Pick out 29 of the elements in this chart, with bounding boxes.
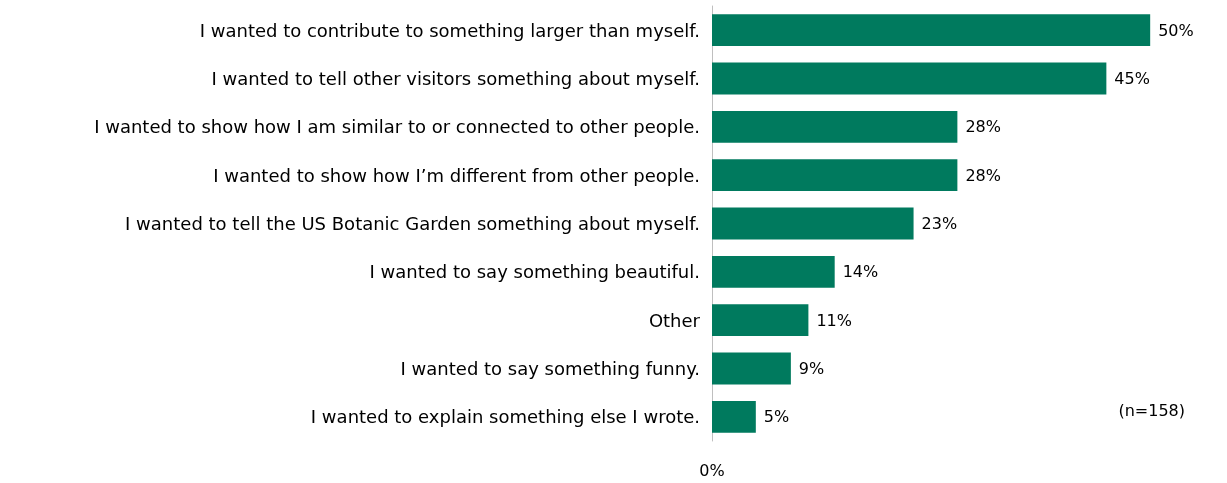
- data-label: 14%: [842, 262, 879, 282]
- y-tick-label: I wanted to tell the US Botanic Garden something about myself.: [125, 213, 700, 234]
- data-label: 50%: [1158, 20, 1194, 40]
- bar: [712, 352, 791, 385]
- y-tick-label: Other: [648, 309, 701, 331]
- bar: [712, 207, 914, 240]
- bar: [712, 400, 756, 433]
- text: 0%: [699, 460, 725, 480]
- bar: [712, 110, 958, 143]
- y-tick-label: I wanted to show how I’m different from other people.: [213, 164, 700, 186]
- y-tick-label: I wanted to explain something else I wrote.: [310, 406, 700, 428]
- bar: [712, 62, 1107, 95]
- y-tick-label: I wanted to tell other visitors something about myself.: [211, 68, 700, 89]
- y-tick-label: I wanted to say something funny.: [400, 358, 700, 379]
- data-label: 9%: [798, 359, 825, 378]
- data-label: 11%: [816, 310, 852, 330]
- y-tick-label: I wanted to say something beautiful.: [369, 261, 700, 283]
- data-label: 23%: [921, 214, 958, 233]
- y-tick-label: I wanted to show how I am similar to or connected to other people.: [94, 116, 700, 138]
- annotation: (n=158): [1118, 400, 1186, 420]
- bar: [712, 255, 835, 288]
- data-label: 5%: [763, 407, 790, 427]
- bar: [712, 304, 809, 337]
- bar: [712, 159, 958, 192]
- data-label: 28%: [965, 117, 1001, 137]
- data-label: 28%: [965, 165, 1001, 185]
- bar: [712, 14, 1151, 47]
- y-tick-label: I wanted to contribute to something larger than myself.: [199, 19, 700, 41]
- data-label: 45%: [1114, 69, 1150, 88]
